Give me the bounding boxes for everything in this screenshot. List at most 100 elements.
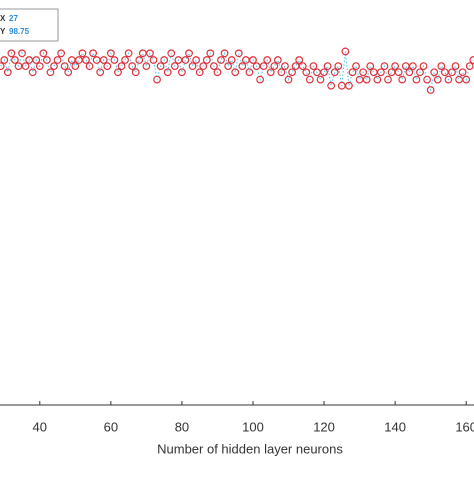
data-point: [384, 75, 392, 84]
data-point: [181, 56, 190, 64]
datatip-y-label: Y: [0, 27, 6, 36]
data-point: [366, 62, 375, 71]
x-tick-label: 100: [242, 419, 264, 434]
data-point: [57, 49, 66, 58]
data-point: [440, 68, 449, 77]
data-point: [355, 75, 364, 84]
data-point: [273, 56, 282, 64]
data-point: [146, 49, 154, 58]
data-point: [330, 68, 339, 77]
data-point: [35, 62, 44, 71]
data-point: [78, 49, 87, 58]
data-point: [238, 62, 247, 71]
x-tick-label: 120: [313, 419, 335, 434]
data-point: [249, 56, 257, 64]
data-point: [416, 68, 424, 77]
data-point: [462, 75, 471, 84]
data-point: [202, 56, 211, 64]
data-point: [465, 62, 474, 71]
data-point: [117, 62, 126, 71]
data-point: [0, 62, 5, 71]
data-point: [448, 68, 456, 77]
data-point: [345, 81, 353, 90]
data-point: [64, 68, 73, 77]
data-point: [7, 49, 16, 58]
data-point: [43, 56, 51, 64]
data-point: [149, 56, 158, 64]
data-point: [114, 68, 122, 77]
data-point: [419, 62, 428, 71]
data-point: [291, 62, 300, 71]
datatip-box: [0, 8, 59, 42]
data-point: [217, 56, 225, 64]
data-point: [71, 62, 80, 71]
data-point: [227, 56, 236, 64]
data-point: [451, 62, 460, 71]
data-point: [85, 62, 94, 71]
data-point: [309, 62, 318, 71]
data-point: [213, 68, 222, 77]
data-point: [458, 68, 467, 77]
datatip-y-value: 98.75: [9, 27, 30, 36]
data-point: [224, 62, 233, 71]
data-point: [245, 68, 254, 77]
data-point: [266, 68, 275, 77]
data-point: [241, 56, 250, 64]
data-point: [348, 68, 357, 77]
data-point: [128, 62, 137, 71]
data-point: [401, 62, 410, 71]
data-point: [362, 75, 371, 84]
data-point: [281, 62, 289, 71]
data-point: [106, 49, 115, 58]
data-point: [50, 62, 58, 71]
data-point: [135, 56, 144, 64]
data-point: [256, 75, 264, 84]
data-point: [234, 49, 243, 58]
data-point: [28, 68, 37, 77]
data-point: [359, 68, 368, 77]
data-point: [455, 75, 463, 84]
data-point: [231, 68, 240, 77]
data-point: [394, 68, 403, 77]
data-point: [142, 62, 151, 71]
data-point: [352, 62, 360, 71]
data-point: [405, 68, 414, 77]
data-point: [469, 56, 474, 64]
data-point: [295, 56, 304, 64]
data-point: [18, 49, 26, 58]
data-point: [60, 62, 69, 71]
data-point: [121, 56, 129, 64]
data-point: [46, 68, 55, 77]
data-point: [316, 75, 325, 84]
data-point: [206, 49, 215, 58]
x-tick-label: 140: [384, 419, 406, 434]
data-point: [21, 62, 30, 71]
data-point: [320, 68, 328, 77]
data-point: [437, 62, 446, 71]
data-point: [39, 49, 48, 58]
data-point: [192, 56, 201, 64]
data-point: [377, 68, 385, 77]
data-point: [270, 62, 279, 71]
datatip-x-label: X: [0, 14, 6, 23]
data-point: [67, 56, 76, 64]
data-point: [153, 75, 161, 84]
data-point: [11, 56, 19, 64]
data-point: [170, 62, 179, 71]
data-point: [341, 47, 350, 56]
data-point: [74, 56, 83, 64]
data-point: [53, 56, 62, 64]
data-point: [323, 62, 332, 71]
data-point: [423, 75, 431, 84]
x-tick-label: 40: [33, 419, 47, 434]
data-point: [32, 56, 41, 64]
data-point: [124, 49, 133, 58]
data-point: [89, 49, 97, 58]
datatip: X 27Y 98.75: [0, 8, 59, 42]
data-point: [185, 49, 193, 58]
data-point: [334, 62, 343, 71]
datatip-x-value: 27: [9, 14, 18, 23]
data-point: [167, 49, 176, 58]
data-point: [373, 75, 382, 84]
